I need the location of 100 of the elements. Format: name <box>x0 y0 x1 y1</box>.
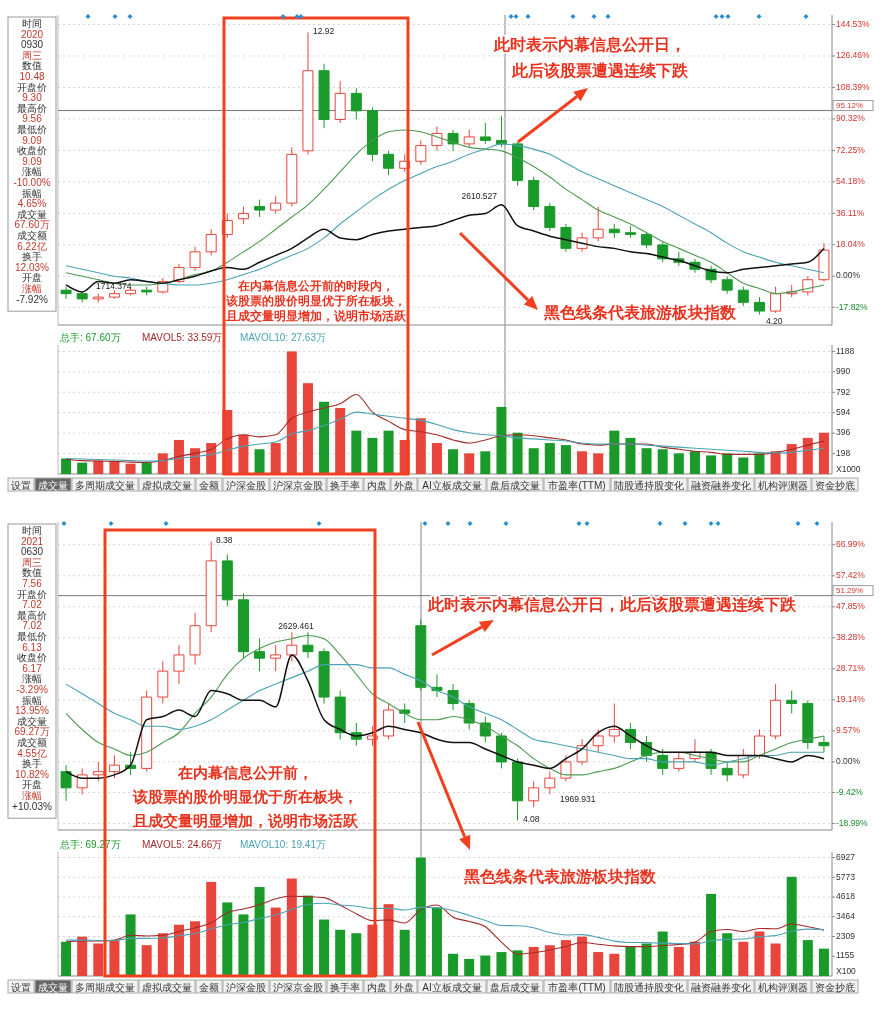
bar <box>415 418 426 474</box>
candlestick <box>786 690 798 714</box>
text: 最高价 <box>17 609 47 621</box>
annotation: 在内幕信息公开前的时段内， <box>237 279 394 293</box>
text: X100 <box>836 966 857 976</box>
text: 成交量 <box>17 208 47 220</box>
y-tick-label: 19.14% <box>836 694 866 705</box>
text: 外盘 <box>394 479 414 491</box>
text: 设置 <box>11 479 31 491</box>
text: 换手率 <box>330 479 360 491</box>
bar <box>286 351 297 474</box>
bar <box>238 914 249 976</box>
annotation: 该股票的股价明显优于所在板块， <box>131 788 358 806</box>
text: 时间 <box>22 18 42 29</box>
y-tick-label: -17.82% <box>836 301 869 312</box>
bar <box>657 449 668 474</box>
y-tick-label: 90.32% <box>836 113 866 124</box>
bar <box>125 463 136 474</box>
candlestick <box>415 139 427 166</box>
y-tick-label: 990 <box>836 366 851 377</box>
bar <box>512 950 523 976</box>
bar <box>319 401 330 474</box>
bar <box>722 933 733 976</box>
candlestick <box>753 296 765 316</box>
bar <box>818 948 829 976</box>
candlestick <box>60 764 72 802</box>
bar <box>657 931 668 976</box>
bar <box>528 448 539 474</box>
bar <box>319 919 330 976</box>
bar <box>286 878 297 976</box>
bar <box>689 451 700 474</box>
text: 换手 <box>22 758 42 770</box>
text: 沪深金股 <box>226 479 266 491</box>
candlestick <box>608 223 620 239</box>
text: 振幅 <box>22 187 42 199</box>
y-tick-label: 28.71% <box>836 663 866 674</box>
candlestick <box>286 631 298 662</box>
ref-line-label: 51.29% <box>836 585 864 595</box>
bar <box>480 451 491 474</box>
bar <box>722 453 733 474</box>
candlestick <box>818 242 830 282</box>
candlestick <box>624 225 636 239</box>
bar <box>61 941 72 976</box>
candlestick <box>512 141 524 187</box>
bar <box>238 434 249 474</box>
candlestick <box>302 631 314 659</box>
annotation: 1714.374 <box>96 281 132 292</box>
text: 成交额 <box>17 737 47 748</box>
text: 资金抄底 <box>815 479 855 491</box>
text: 数值 <box>22 60 42 72</box>
bar <box>383 430 394 474</box>
candlestick <box>512 758 524 821</box>
y-tick-label: 1155 <box>836 950 855 961</box>
bar <box>125 914 136 976</box>
bar <box>206 881 217 976</box>
y-tick-label: 3464 <box>836 911 856 921</box>
text: AI立板成交量 <box>422 981 482 993</box>
text: 沪深金股 <box>226 981 266 993</box>
text: 融资融券变化 <box>691 981 751 993</box>
bar <box>383 904 394 976</box>
annotation: 1969.931 <box>560 794 596 805</box>
bar <box>335 407 346 474</box>
text: 10.48 <box>19 71 45 82</box>
candlestick <box>237 206 249 225</box>
bar <box>593 952 604 976</box>
bar <box>141 945 152 976</box>
annotation: 此时表示内幕信息公开日， <box>493 35 686 54</box>
text: 资金抄底 <box>815 981 855 993</box>
bar <box>786 444 797 474</box>
text: 0930 <box>20 39 44 51</box>
text: 7.02 <box>22 620 43 632</box>
candlestick <box>818 735 830 753</box>
text: 9.56 <box>22 113 43 125</box>
candlestick <box>334 690 346 740</box>
text: 换手 <box>22 251 42 263</box>
bar <box>480 955 491 976</box>
candlestick <box>302 31 314 155</box>
text: 最低价 <box>17 124 47 135</box>
bar <box>464 958 475 976</box>
text: 虚拟成交量 <box>142 981 192 993</box>
bar <box>157 933 168 976</box>
y-tick-label: 144.53% <box>836 18 870 29</box>
text: 数值 <box>22 567 42 579</box>
text: 时间 <box>22 525 42 536</box>
bar <box>93 460 104 474</box>
candlestick <box>254 199 266 218</box>
text: -7.92% <box>16 293 48 305</box>
bar <box>464 453 475 474</box>
candlestick <box>495 732 507 769</box>
bar <box>109 461 120 474</box>
text: AI立板成交量 <box>422 479 482 491</box>
text: 融资融券变化 <box>691 479 751 491</box>
candlestick <box>544 202 556 232</box>
candlestick <box>431 125 443 152</box>
candlestick <box>495 115 507 148</box>
line-series <box>65 902 825 945</box>
annotation: 4.08 <box>523 814 540 825</box>
bar <box>625 437 636 474</box>
y-tick-label: 2309 <box>836 930 856 941</box>
bar <box>270 443 281 474</box>
